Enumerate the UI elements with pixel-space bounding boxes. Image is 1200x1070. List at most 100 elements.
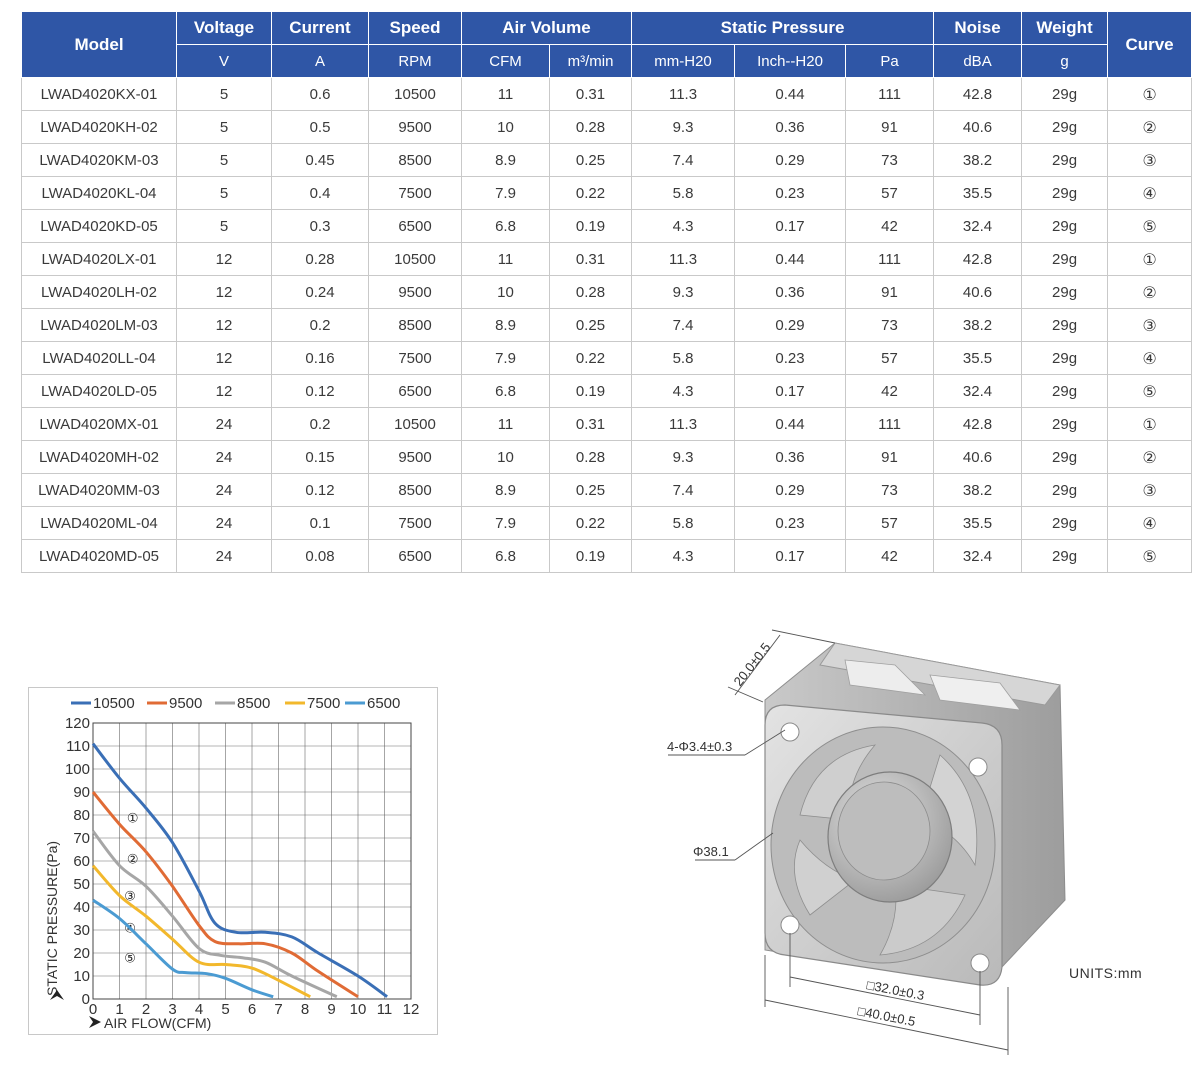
y-tick-label: 30 — [73, 922, 90, 939]
table-cell: 0.29 — [734, 143, 847, 177]
model-cell: LWAD4020MM-03 — [21, 473, 177, 507]
table-row: LWAD4020LL-04 12 0.16 7500 7.9 0.22 5.8 0.23 57 3… — [21, 341, 1193, 375]
curve-cell: ③ — [1107, 308, 1193, 342]
y-tick-label: 90 — [73, 784, 90, 801]
curve-cell: ① — [1107, 77, 1193, 111]
curve-cell: ① — [1107, 242, 1193, 276]
table-cell: 12 — [176, 341, 272, 375]
table-cell: 0.36 — [734, 275, 847, 309]
dimension-lines — [668, 629, 1009, 1055]
header-weight: Weight — [1021, 11, 1109, 45]
legend-label: 7500 — [307, 695, 340, 712]
table-cell: 10 — [461, 275, 550, 309]
table-cell: 24 — [176, 407, 272, 441]
table-cell: 7500 — [368, 341, 462, 375]
x-tick-label: 6 — [248, 1001, 256, 1018]
table-cell: 0.25 — [548, 308, 633, 342]
table-cell: 0.45 — [271, 143, 369, 177]
table-cell: 5 — [176, 110, 272, 144]
table-cell: 40.6 — [933, 440, 1023, 474]
table-cell: 6.8 — [461, 209, 550, 243]
table-cell: 5.8 — [631, 506, 736, 540]
table-cell: 29g — [1021, 440, 1109, 474]
table-cell: 5 — [176, 143, 272, 177]
table-cell: 0.28 — [271, 242, 369, 276]
table-cell: 10500 — [368, 407, 462, 441]
table-row: LWAD4020LD-05 12 0.12 6500 6.8 0.19 4.3 0.17 42 3… — [21, 374, 1193, 408]
table-cell: 4.3 — [631, 209, 736, 243]
model-cell: LWAD4020LX-01 — [21, 242, 177, 276]
table-cell: 73 — [845, 473, 935, 507]
y-axis-label: STATIC PRESSURE(Pa) — [44, 841, 60, 996]
table-cell: 57 — [845, 176, 935, 210]
table-cell: 35.5 — [933, 506, 1023, 540]
table-cell: 11 — [461, 407, 550, 441]
table-cell: 9.3 — [631, 440, 736, 474]
curve-cell: ③ — [1107, 143, 1193, 177]
table-cell: 42.8 — [933, 77, 1023, 111]
table-cell: 0.19 — [548, 209, 633, 243]
table-cell: 7500 — [368, 506, 462, 540]
table-cell: 5 — [176, 176, 272, 210]
table-cell: 6.8 — [461, 374, 550, 408]
table-cell: 0.19 — [548, 539, 633, 573]
model-cell: LWAD4020MD-05 — [21, 539, 177, 573]
unit-current: A — [271, 44, 369, 78]
table-cell: 57 — [845, 506, 935, 540]
table-cell: 40.6 — [933, 110, 1023, 144]
table-cell: 0.29 — [734, 473, 847, 507]
table-cell: 7500 — [368, 176, 462, 210]
table-cell: 8500 — [368, 143, 462, 177]
table-row: LWAD4020LM-03 12 0.2 8500 8.9 0.25 7.4 0.29 73 38… — [21, 308, 1193, 342]
table-row: LWAD4020KH-02 5 0.5 9500 10 0.28 9.3 0.36 91 40.6… — [21, 110, 1193, 144]
curve-marker-3: ③ — [124, 890, 136, 905]
table-cell: 24 — [176, 539, 272, 573]
table-cell: 29g — [1021, 209, 1109, 243]
model-cell: LWAD4020MH-02 — [21, 440, 177, 474]
curve-cell: ⑤ — [1107, 209, 1193, 243]
table-row: LWAD4020MM-03 24 0.12 8500 8.9 0.25 7.4 0.29 73 3… — [21, 473, 1193, 507]
table-header: Model Voltage Current Speed Air Volume S… — [21, 11, 1193, 78]
model-cell: LWAD4020KH-02 — [21, 110, 177, 144]
table-cell: 0.22 — [548, 506, 633, 540]
unit-mm-h2o: mm-H20 — [631, 44, 736, 78]
table-cell: 7.9 — [461, 506, 550, 540]
table-cell: 8.9 — [461, 143, 550, 177]
table-cell: 29g — [1021, 374, 1109, 408]
table-row: LWAD4020MD-05 24 0.08 6500 6.8 0.19 4.3 0.17 42 3… — [21, 539, 1193, 573]
table-cell: 5 — [176, 77, 272, 111]
table-cell: 91 — [845, 275, 935, 309]
table-cell: 11.3 — [631, 242, 736, 276]
table-cell: 8.9 — [461, 473, 550, 507]
curve-marker-5: ⑤ — [124, 952, 136, 967]
table-cell: 9500 — [368, 110, 462, 144]
table-cell: 6500 — [368, 374, 462, 408]
table-cell: 7.4 — [631, 308, 736, 342]
table-cell: 0.36 — [734, 440, 847, 474]
table-cell: 0.12 — [271, 473, 369, 507]
y-tick-label: 0 — [82, 991, 90, 1008]
unit-cfm: CFM — [461, 44, 550, 78]
table-cell: 11 — [461, 242, 550, 276]
unit-inch-h2o: Inch--H20 — [734, 44, 847, 78]
model-cell: LWAD4020LH-02 — [21, 275, 177, 309]
model-cell: LWAD4020LD-05 — [21, 374, 177, 408]
table-cell: 0.31 — [548, 242, 633, 276]
table-cell: 38.2 — [933, 473, 1023, 507]
curve-cell: ② — [1107, 275, 1193, 309]
table-cell: 73 — [845, 308, 935, 342]
table-cell: 42.8 — [933, 242, 1023, 276]
table-cell: 11.3 — [631, 407, 736, 441]
table-cell: 10 — [461, 110, 550, 144]
x-axis-arrow-icon — [89, 1016, 101, 1028]
table-cell: 42.8 — [933, 407, 1023, 441]
legend-label: 8500 — [237, 695, 270, 712]
legend-label: 6500 — [367, 695, 400, 712]
header-speed: Speed — [368, 11, 462, 45]
table-cell: 32.4 — [933, 209, 1023, 243]
table-cell: 35.5 — [933, 176, 1023, 210]
table-cell: 35.5 — [933, 341, 1023, 375]
table-cell: 4.3 — [631, 539, 736, 573]
table-cell: 29g — [1021, 539, 1109, 573]
